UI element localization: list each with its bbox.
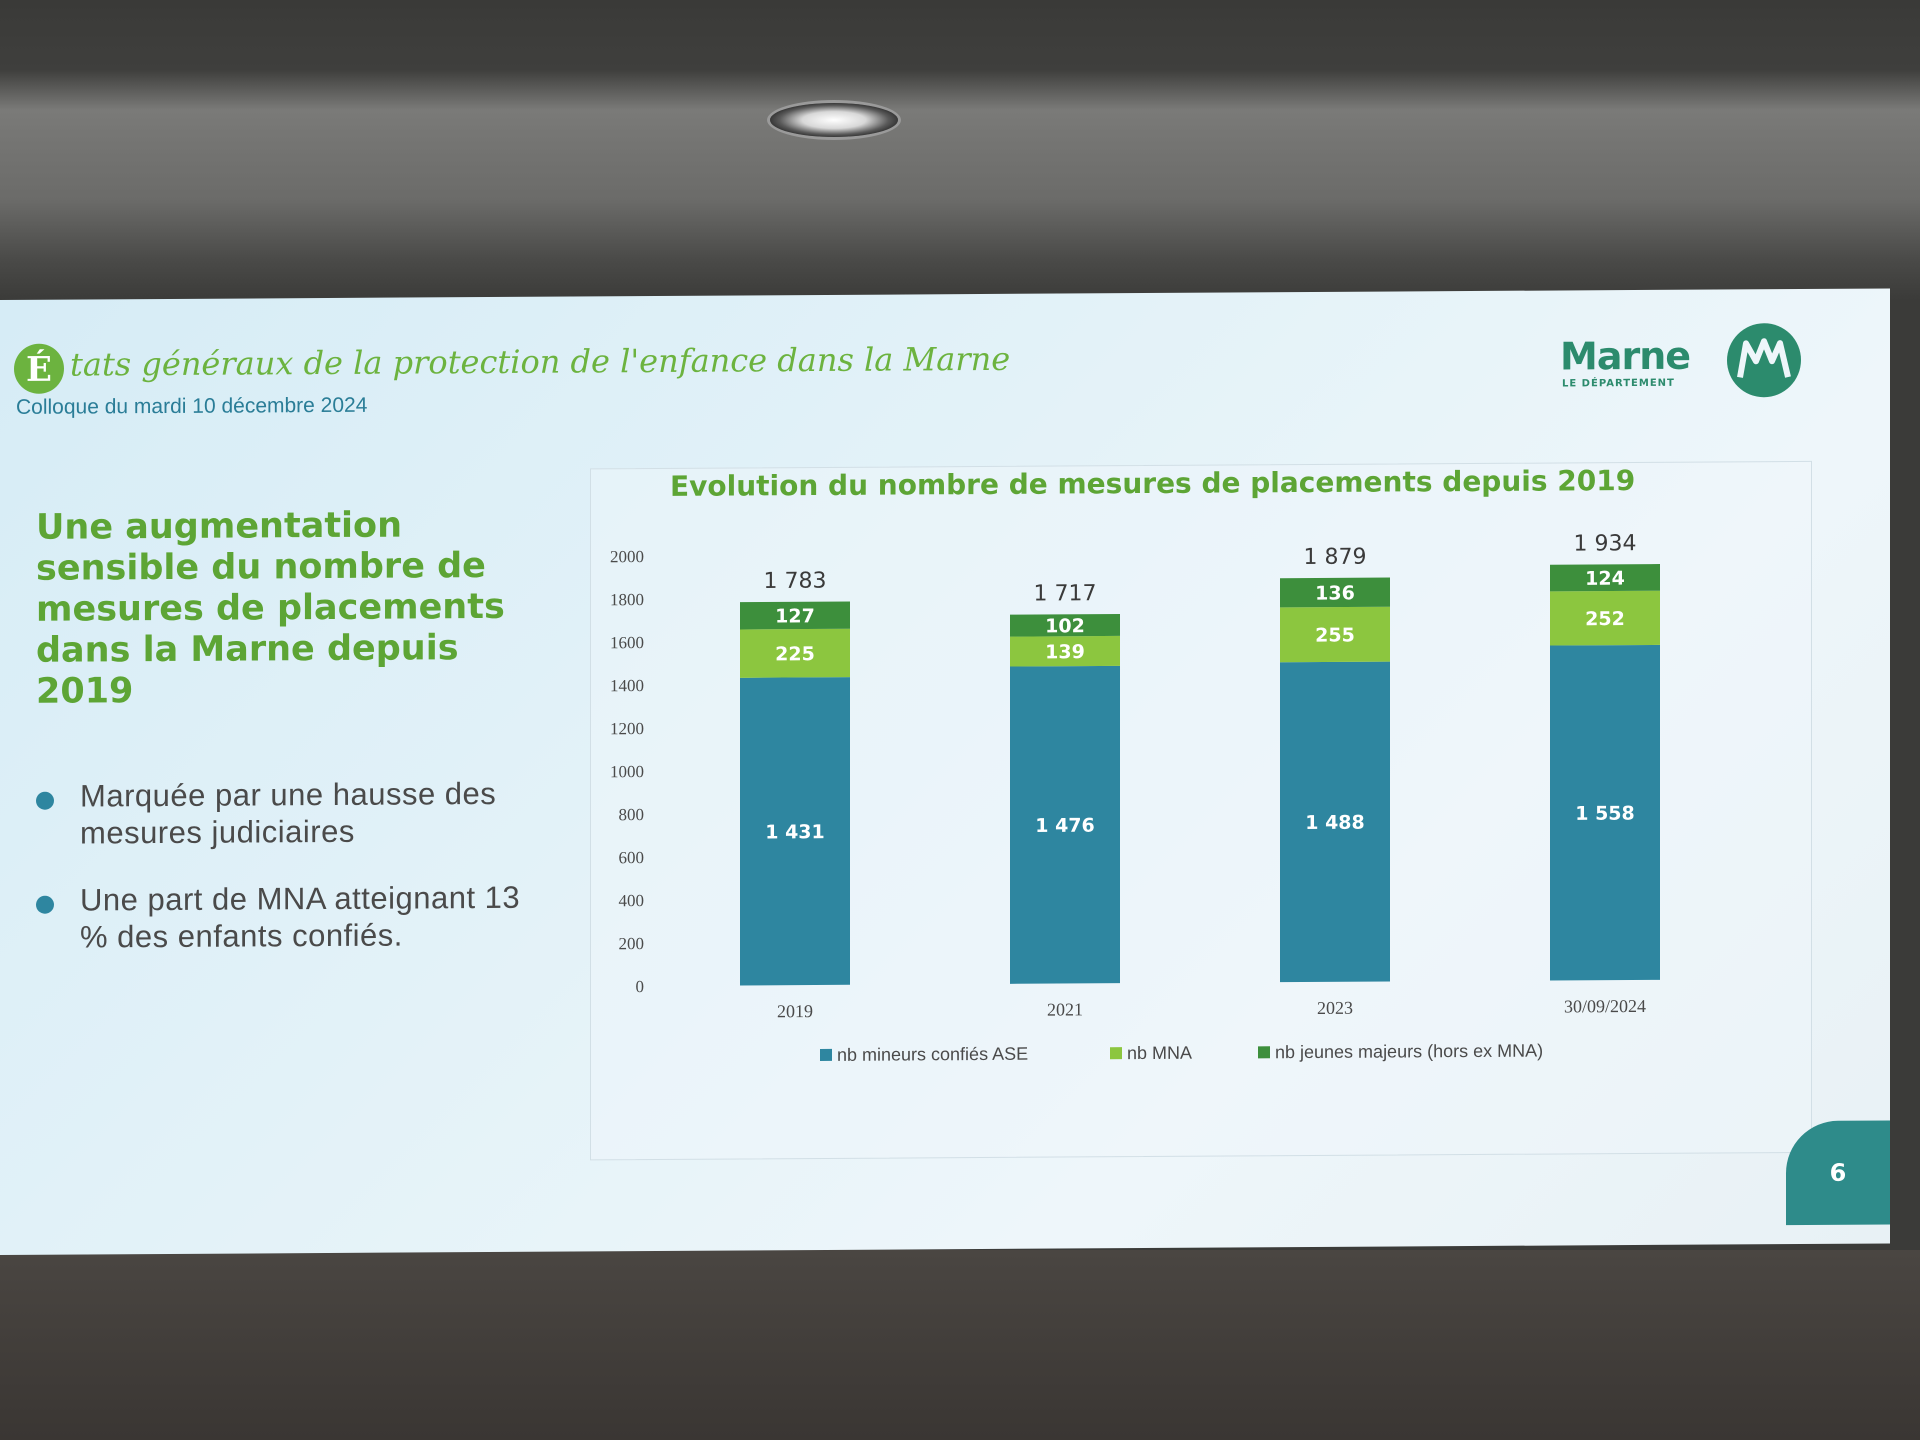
legend-swatch <box>1258 1046 1270 1059</box>
logo-name: Marne <box>1560 333 1691 379</box>
ceiling-spotlight <box>770 103 898 137</box>
total-label: 1 717 <box>1034 581 1097 606</box>
y-tick-label: 200 <box>619 934 644 953</box>
projected-slide: É tats généraux de la protection de l'en… <box>0 288 1890 1256</box>
data-label: 255 <box>1315 624 1355 646</box>
legend-label: nb MNA <box>1127 1043 1192 1063</box>
data-label: 127 <box>775 605 815 627</box>
page-number: 6 <box>1786 1120 1890 1226</box>
total-label: 1 879 <box>1304 545 1367 570</box>
x-tick-label: 2023 <box>1317 998 1353 1018</box>
slide-subtitle: Colloque du mardi 10 décembre 2024 <box>16 393 368 419</box>
bar-segment <box>1280 661 1390 983</box>
y-tick-label: 1800 <box>610 590 644 609</box>
stacked-bar-chart: 0 200 400 600 800 1000 1200 1400 1600 1800 2000 1 4… <box>610 531 1660 1065</box>
y-tick-label: 2000 <box>610 547 644 566</box>
bar-segment <box>1280 606 1390 663</box>
room-floor-area <box>0 1250 1920 1440</box>
y-tick-label: 1600 <box>610 633 644 652</box>
slide-title: tats généraux de la protection de l'enfa… <box>70 339 1011 384</box>
title-initial-badge: É <box>14 343 64 394</box>
y-tick-label: 1200 <box>610 719 644 738</box>
data-label: 1 558 <box>1575 803 1634 825</box>
legend-label: nb jeunes majeurs (hors ex MNA) <box>1275 1041 1543 1063</box>
bullet-item: Marquée par une hausse des mesures judic… <box>32 775 552 852</box>
y-tick-label: 600 <box>619 848 644 867</box>
bar-segment <box>1550 564 1660 592</box>
data-label: 1 488 <box>1305 812 1364 834</box>
slide-heading: Une augmentation sensible du nombre de m… <box>36 505 505 712</box>
y-tick-label: 0 <box>636 977 644 996</box>
y-tick-label: 1400 <box>610 676 644 695</box>
legend-swatch <box>1110 1047 1122 1060</box>
bar-segment <box>1550 644 1660 981</box>
data-label: 102 <box>1045 615 1085 637</box>
data-label: 136 <box>1315 582 1355 604</box>
y-tick-label: 800 <box>619 805 644 824</box>
x-tick-label: 30/09/2024 <box>1564 996 1646 1017</box>
bullet-list: Marquée par une hausse des mesures judic… <box>32 775 552 986</box>
y-tick-label: 400 <box>619 891 644 910</box>
bar-segment <box>740 601 850 630</box>
bullet-text: Une part de MNA atteignant 13 % des enfa… <box>80 879 521 955</box>
bullet-item: Une part de MNA atteignant 13 % des enfa… <box>32 879 552 956</box>
bar-segment <box>740 628 850 678</box>
bar-segment <box>1010 635 1120 667</box>
data-label: 252 <box>1585 608 1625 630</box>
y-tick-label: 1000 <box>610 762 644 781</box>
x-tick-label: 2021 <box>1047 999 1083 1019</box>
bullet-dot-icon <box>36 895 54 914</box>
bullet-text: Marquée par une hausse des mesures judic… <box>80 775 497 851</box>
bar-segment <box>1010 665 1120 984</box>
data-label: 139 <box>1045 641 1085 663</box>
bar-segment <box>740 677 850 986</box>
data-label: 124 <box>1585 568 1625 590</box>
data-label: 1 476 <box>1035 815 1094 837</box>
legend-swatch <box>820 1048 832 1061</box>
x-tick-label: 2019 <box>777 1001 813 1021</box>
bar-segment <box>1550 590 1660 646</box>
legend-label: nb mineurs confiés ASE <box>837 1044 1028 1065</box>
logo-subtitle: LE DÉPARTEMENT <box>1562 377 1675 390</box>
bar-segment <box>1280 577 1390 608</box>
bar-segment <box>1010 614 1120 637</box>
total-label: 1 783 <box>764 569 827 594</box>
marne-logo-icon <box>1727 323 1801 398</box>
data-label: 1 431 <box>765 821 824 843</box>
data-label: 225 <box>775 643 815 665</box>
total-label: 1 934 <box>1574 531 1637 556</box>
bullet-dot-icon <box>36 791 54 810</box>
